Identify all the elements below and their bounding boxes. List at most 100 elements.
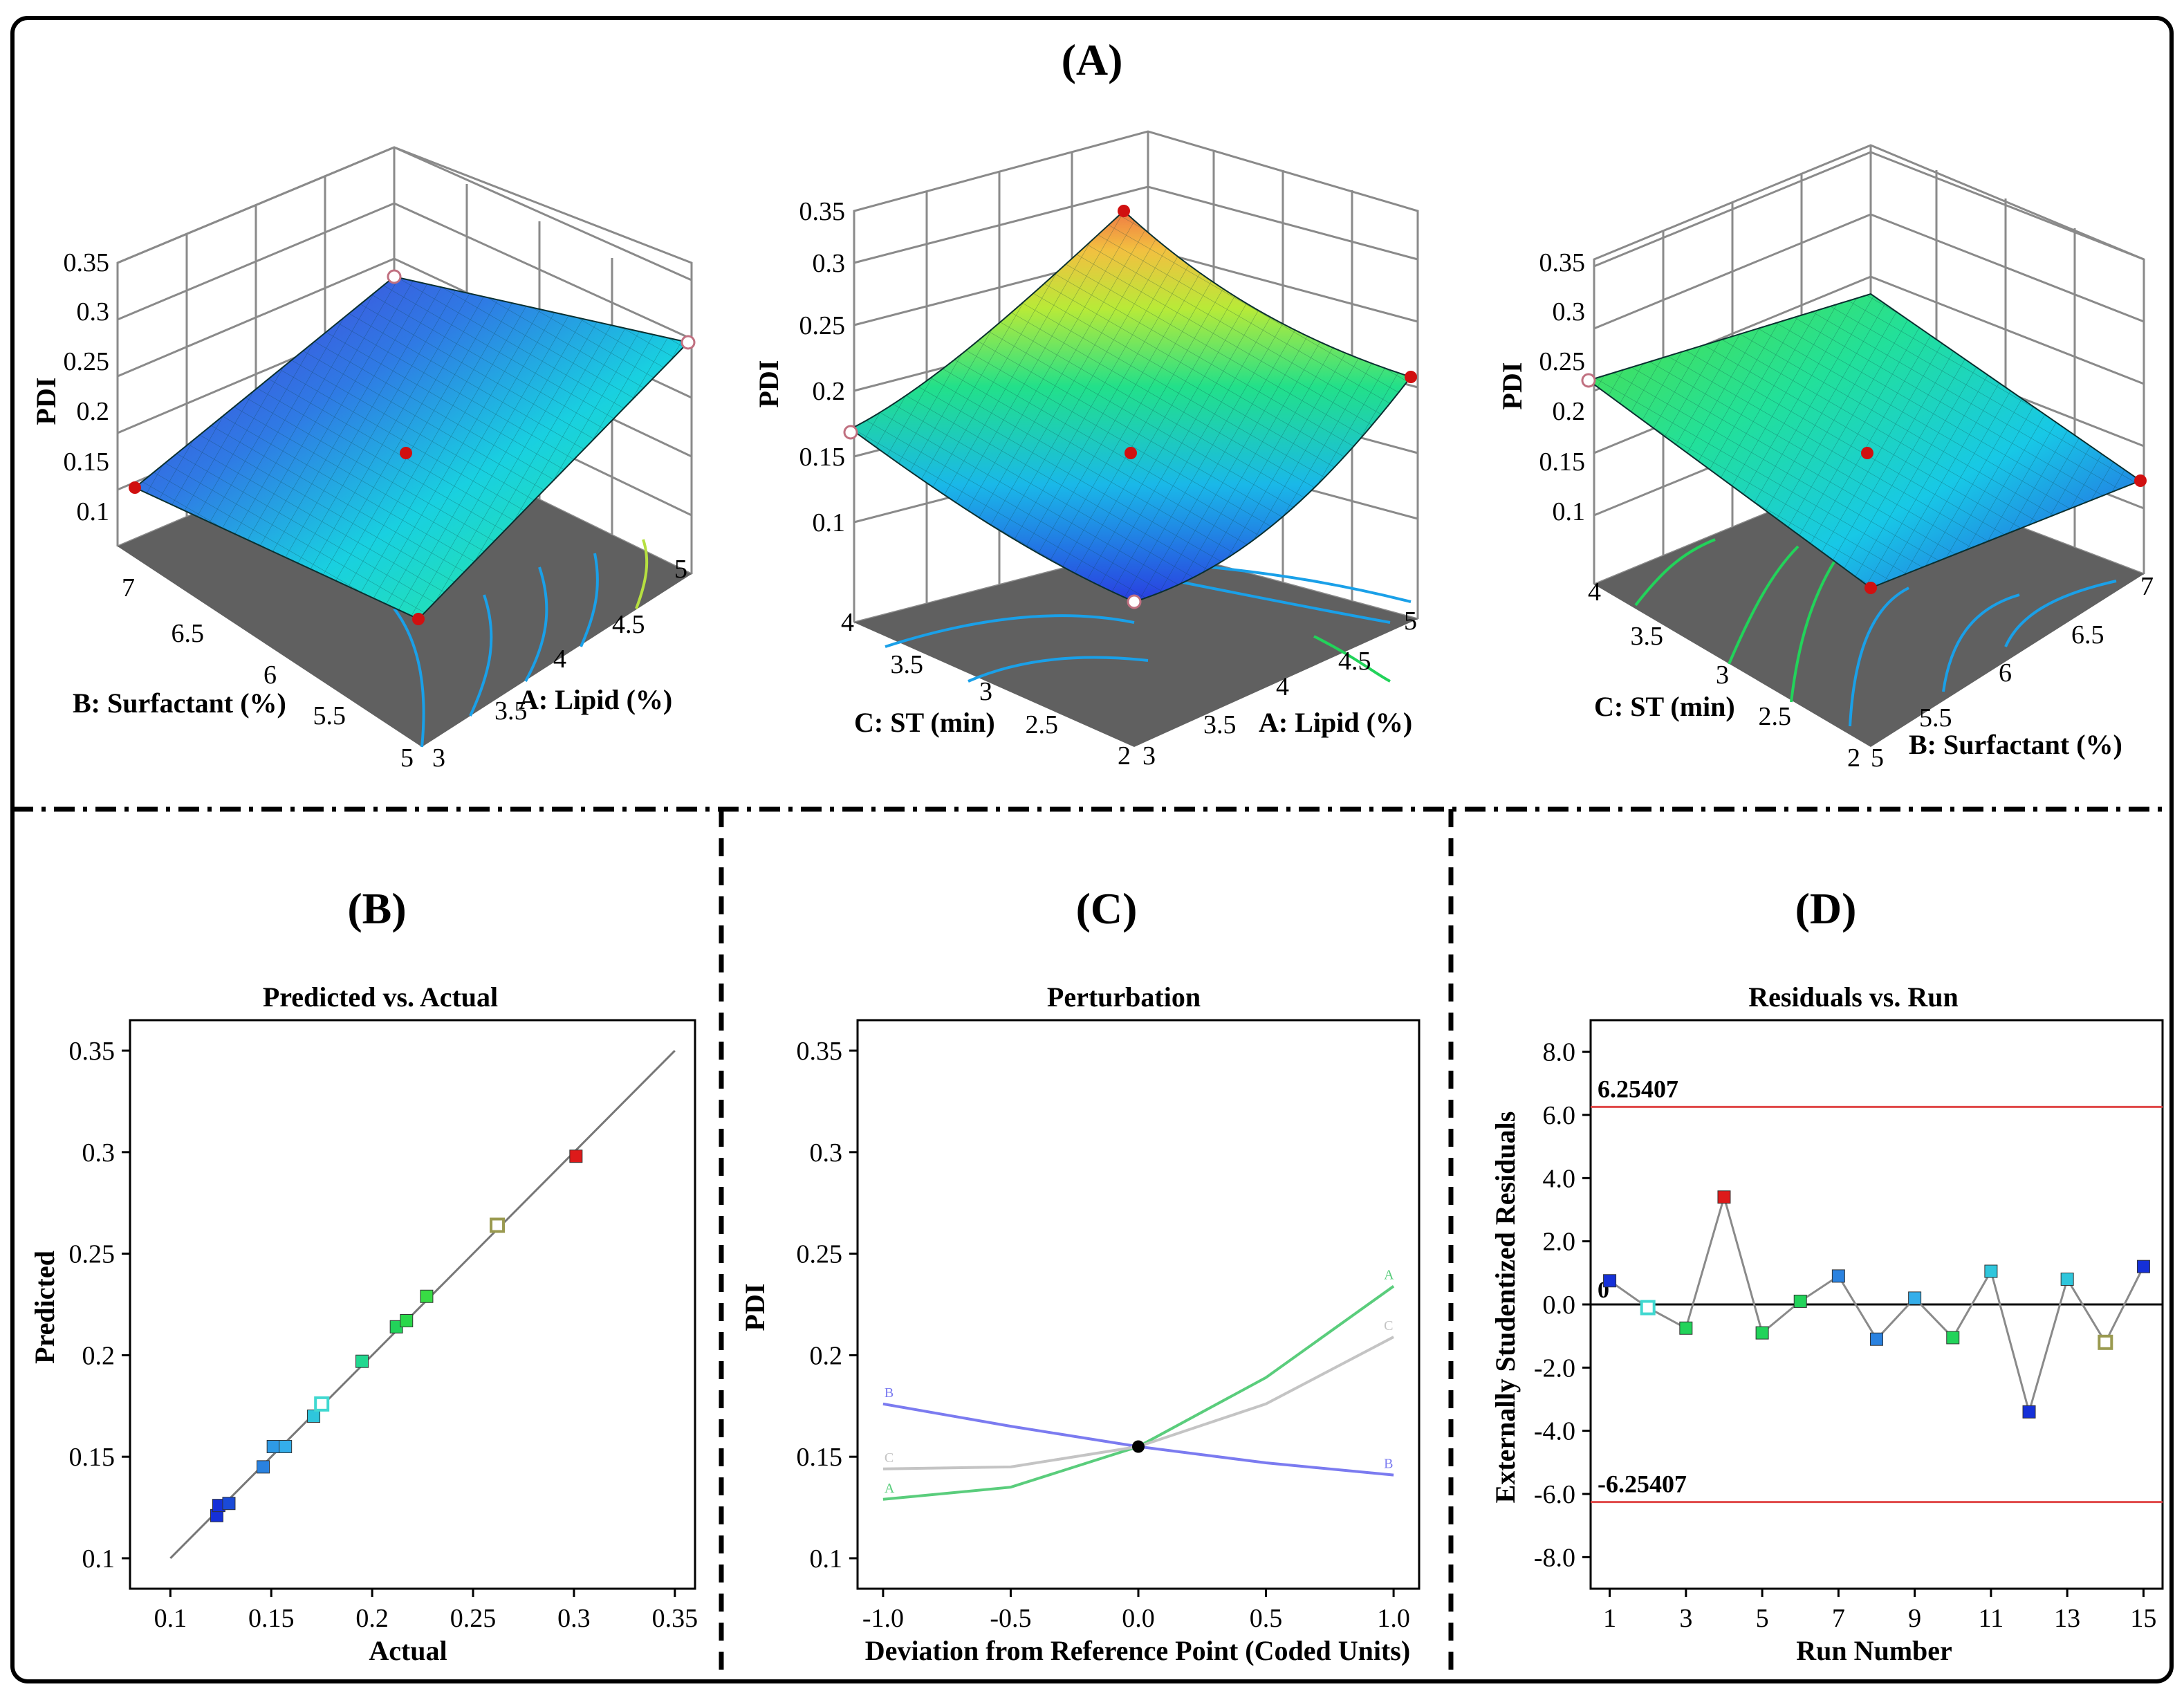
chart-b-ylabel: Predicted xyxy=(29,1251,60,1364)
surface-plot-2: 0.1 0.15 0.2 0.25 0.3 0.35 PDI 4 3.5 3 2… xyxy=(753,130,1419,770)
svg-text:4: 4 xyxy=(1276,672,1289,701)
chart-d-point xyxy=(1793,1294,1807,1308)
svg-text:0.35: 0.35 xyxy=(64,248,110,277)
chart-d-xtick-label: 9 xyxy=(1908,1604,1921,1633)
surface-2-design-points xyxy=(843,205,1417,609)
svg-text:4: 4 xyxy=(841,608,854,637)
chart-d-point xyxy=(1679,1321,1693,1335)
chart-b-plot-area xyxy=(129,1019,696,1590)
chart-c-series-label-end: B xyxy=(1384,1457,1393,1472)
panel-label-d: (D) xyxy=(1795,884,1857,933)
surface-3-left-ticks: 4 3.5 3 2.5 2 xyxy=(1588,578,1860,773)
chart-d-ytick-label: -4.0 xyxy=(1534,1417,1575,1446)
chart-c-ylabel: PDI xyxy=(739,1284,770,1331)
svg-text:0.15: 0.15 xyxy=(1539,447,1586,477)
chart-d-point xyxy=(1755,1326,1769,1340)
chart-b-xtick-label: 0.3 xyxy=(557,1604,591,1633)
surface-plot-3: 0.1 0.15 0.2 0.25 0.3 0.35 PDI 4 3.5 3 2… xyxy=(1497,144,2154,773)
surface-2-right-axis-label: A: Lipid (%) xyxy=(1259,707,1412,738)
chart-d-xtick-label: 5 xyxy=(1756,1604,1769,1633)
chart-b-point xyxy=(279,1440,293,1453)
svg-text:3.5: 3.5 xyxy=(1631,622,1664,651)
chart-d-ytick-label: -2.0 xyxy=(1534,1354,1575,1383)
chart-d-point xyxy=(1717,1190,1731,1204)
chart-b-reference-line xyxy=(169,1049,676,1560)
svg-text:5: 5 xyxy=(400,744,414,773)
chart-b-point xyxy=(490,1217,506,1233)
chart-d-point xyxy=(2060,1272,2074,1286)
surface-1-left-axis-label: B: Surfactant (%) xyxy=(73,687,286,719)
svg-text:0.35: 0.35 xyxy=(1539,248,1586,277)
chart-d-ytick-label: 6.0 xyxy=(1543,1101,1576,1130)
svg-text:6.5: 6.5 xyxy=(172,619,205,648)
svg-text:4: 4 xyxy=(1588,578,1601,607)
surface-3-floor xyxy=(1594,470,2144,747)
chart-b-ytick-label: 0.15 xyxy=(69,1443,115,1472)
chart-b-xtick-label: 0.2 xyxy=(355,1604,389,1633)
svg-text:0.25: 0.25 xyxy=(1539,347,1586,376)
surface-1-z-label: PDI xyxy=(30,378,62,425)
chart-b-ytick-label: 0.35 xyxy=(69,1037,115,1066)
chart-d-limit-label: 6.25407 xyxy=(1598,1075,1678,1102)
chart-c-xtick-label: -0.5 xyxy=(990,1604,1031,1633)
svg-text:0.2: 0.2 xyxy=(77,397,110,426)
svg-text:0.25: 0.25 xyxy=(64,347,110,376)
chart-d-point xyxy=(2136,1259,2150,1273)
svg-text:0.1: 0.1 xyxy=(1553,497,1586,526)
surface-3-z-label: PDI xyxy=(1497,362,1528,410)
svg-text:7: 7 xyxy=(2140,572,2154,601)
chart-b-point xyxy=(400,1313,414,1327)
surface-2-right-ticks: 3 3.5 4 4.5 5 xyxy=(1142,607,1417,770)
svg-text:3.5: 3.5 xyxy=(1203,710,1237,739)
svg-text:3: 3 xyxy=(979,677,992,706)
chart-b-point xyxy=(569,1150,583,1163)
svg-text:0.15: 0.15 xyxy=(64,447,110,477)
svg-text:2: 2 xyxy=(1847,744,1860,773)
chart-c-series-label-start: C xyxy=(885,1450,894,1466)
chart-c-reference-point xyxy=(1132,1440,1145,1453)
chart-b-xtick-label: 0.25 xyxy=(450,1604,497,1633)
chart-d-xlabel: Run Number xyxy=(1796,1635,1952,1666)
svg-text:0.25: 0.25 xyxy=(799,311,846,340)
surface-2-z-ticks: 0.1 0.15 0.2 0.25 0.3 0.35 xyxy=(799,197,846,537)
surface-1-contours xyxy=(393,553,599,748)
chart-c-xlabel: Deviation from Reference Point (Coded Un… xyxy=(865,1635,1410,1666)
chart-d-ytick-label: 4.0 xyxy=(1543,1164,1576,1193)
chart-d-point xyxy=(1946,1331,1960,1345)
chart-b-ytick-label: 0.3 xyxy=(82,1138,115,1168)
chart-d-point xyxy=(1870,1332,1883,1346)
surface-plot-1: 0.1 0.15 0.2 0.25 0.3 0.35 PDI 7 6.5 6 5… xyxy=(30,146,696,773)
chart-c-title: Perturbation xyxy=(1047,981,1201,1013)
chart-d-point xyxy=(1908,1291,1922,1305)
svg-text:2: 2 xyxy=(1118,741,1131,770)
surface-1-right-ticks: 3 3.5 4 4.5 5 xyxy=(432,555,687,773)
svg-text:0.1: 0.1 xyxy=(77,497,110,526)
chart-b-xtick-label: 0.35 xyxy=(652,1604,698,1633)
chart-d-point xyxy=(1831,1269,1845,1283)
chart-d-ytick-label: 2.0 xyxy=(1543,1228,1576,1257)
svg-text:4.5: 4.5 xyxy=(612,610,645,639)
chart-c-plot-area xyxy=(856,1019,1420,1590)
svg-text:5.5: 5.5 xyxy=(1919,703,1952,732)
chart-c-xtick-label: 0.5 xyxy=(1250,1604,1283,1633)
surface-1-right-axis-label: A: Lipid (%) xyxy=(519,684,672,715)
chart-b-xtick-label: 0.15 xyxy=(248,1604,295,1633)
surface-1-z-ticks: 0.1 0.15 0.2 0.25 0.3 0.35 xyxy=(64,248,110,526)
svg-text:4: 4 xyxy=(553,645,566,674)
svg-text:0.3: 0.3 xyxy=(77,297,110,326)
svg-text:2.5: 2.5 xyxy=(1026,710,1059,739)
chart-residuals-vs-run: Residuals vs. Run 1 3 5 7 9 11 13 158.06.04.02.… xyxy=(1490,981,2164,1666)
chart-c-series-label-end: A xyxy=(1384,1268,1394,1283)
chart-b-point xyxy=(420,1289,434,1303)
svg-text:3: 3 xyxy=(432,744,445,773)
chart-b-point xyxy=(266,1440,280,1453)
svg-text:3: 3 xyxy=(1142,741,1156,770)
chart-b-ytick-label: 0.25 xyxy=(69,1240,115,1269)
svg-text:5.5: 5.5 xyxy=(313,701,346,730)
surface-2-contours xyxy=(885,566,1412,683)
chart-c-series-label-start: B xyxy=(885,1385,894,1401)
chart-c-series-label-end: C xyxy=(1384,1318,1393,1334)
panel-label-b: (B) xyxy=(347,884,406,933)
chart-c-ytick-label: 0.3 xyxy=(810,1138,843,1168)
